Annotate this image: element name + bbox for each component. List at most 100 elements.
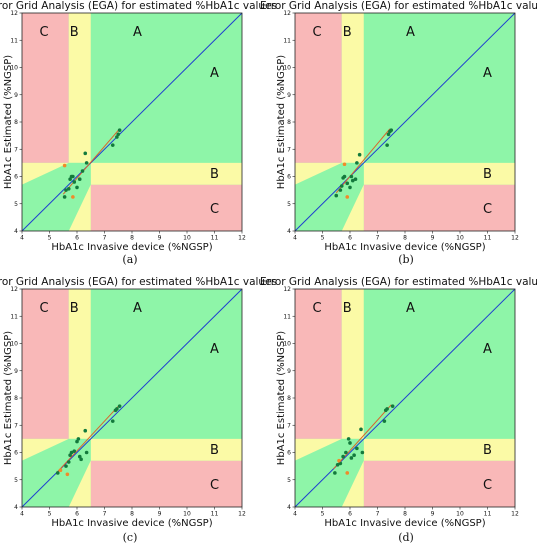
data-point [77, 177, 82, 182]
x-tick-label: 7 [103, 511, 107, 518]
zone-b-vertical-band [341, 13, 364, 163]
x-tick-label: 10 [183, 235, 191, 242]
data-point [338, 461, 343, 466]
data-point [333, 471, 337, 475]
plot-area: A A B B C C [22, 13, 242, 231]
data-point [80, 169, 85, 173]
zone-label: B [343, 25, 352, 40]
data-point [355, 446, 359, 451]
y-axis-label: HbA1c Estimated (%NGSP) [3, 331, 14, 465]
data-point [386, 132, 391, 137]
data-point [357, 152, 362, 157]
data-point [84, 450, 89, 455]
zone-c-lower-right [90, 184, 242, 231]
panel-caption: (d) [398, 531, 414, 544]
zone-c-lower-right [363, 184, 515, 231]
regression-line [62, 128, 121, 195]
zone-label: A [210, 342, 219, 357]
data-point [110, 143, 115, 147]
zone-label: A [133, 301, 142, 316]
y-axis-label: HbA1c Estimated (%NGSP) [276, 55, 287, 189]
y-tick-label: 8 [14, 119, 18, 126]
zone-label: C [483, 478, 492, 493]
data-point [68, 177, 72, 182]
data-point [349, 456, 354, 460]
x-tick-label: 12 [238, 511, 246, 518]
data-point [66, 460, 71, 464]
data-point [71, 174, 75, 179]
zone-label: C [39, 25, 48, 40]
y-tick-label: 11 [283, 37, 291, 44]
data-point [334, 193, 339, 198]
data-point-outlier [58, 468, 63, 473]
zone-b-horizontal-band [363, 162, 515, 185]
x-tick-label: 8 [403, 511, 407, 518]
zone-label: B [210, 167, 219, 182]
x-axis-label: HbA1c Invasive device (%NGSP) [51, 242, 212, 253]
x-tick-label: 10 [456, 235, 464, 242]
x-tick-label: 9 [158, 511, 162, 518]
x-tick-label: 5 [48, 511, 52, 518]
x-axis-label: HbA1c Invasive device (%NGSP) [324, 518, 485, 529]
y-tick-label: 4 [287, 504, 291, 511]
data-point-outlier [62, 163, 67, 168]
chart-title: Error Grid Analysis (EGA) for estimated … [260, 276, 537, 288]
x-tick-label: 9 [431, 511, 435, 518]
x-tick-label: 8 [403, 235, 407, 242]
data-point-outlier [345, 471, 350, 475]
x-tick-label: 7 [376, 235, 380, 242]
data-point [84, 161, 89, 165]
y-tick-label: 5 [14, 201, 18, 208]
data-point [75, 439, 79, 444]
data-point [350, 178, 355, 183]
data-point [115, 407, 119, 411]
zone-label: B [210, 443, 219, 458]
zone-c-upper-left [22, 13, 69, 163]
y-axis-label: HbA1c Estimated (%NGSP) [3, 55, 14, 189]
x-tick-label: 8 [130, 511, 134, 518]
data-point [115, 135, 119, 139]
data-point-outlier [71, 195, 75, 199]
x-axis-label: HbA1c Invasive device (%NGSP) [51, 518, 212, 529]
y-tick-label: 9 [287, 368, 291, 375]
x-tick-label: 4 [20, 511, 24, 518]
y-tick-label: 12 [10, 10, 18, 17]
y-tick-label: 9 [287, 92, 291, 99]
zone-b-horizontal-band [363, 438, 515, 461]
data-point [75, 185, 79, 190]
data-point [79, 457, 83, 462]
y-tick-label: 10 [283, 341, 291, 348]
y-tick-label: 11 [283, 313, 291, 320]
data-point [64, 464, 68, 468]
identity-line [295, 289, 515, 507]
data-point [382, 419, 387, 423]
data-point [77, 454, 82, 459]
y-tick-label: 7 [14, 422, 18, 429]
y-tick-label: 9 [14, 368, 18, 375]
y-tick-label: 4 [287, 228, 291, 235]
data-point [359, 427, 363, 432]
y-tick-label: 11 [10, 313, 18, 320]
data-point [68, 453, 72, 458]
y-tick-label: 10 [10, 65, 18, 72]
y-tick-label: 7 [287, 422, 291, 429]
x-tick-label: 11 [484, 511, 492, 518]
x-tick-label: 12 [511, 235, 519, 242]
panel-caption: (c) [123, 531, 138, 544]
y-tick-label: 8 [287, 119, 291, 126]
data-point [355, 161, 359, 165]
data-point [342, 174, 347, 179]
y-tick-label: 6 [287, 450, 291, 457]
zone-label: A [133, 25, 142, 40]
panel-caption: (b) [398, 253, 414, 266]
zone-label: C [312, 301, 321, 316]
y-tick-label: 12 [283, 10, 291, 17]
x-tick-label: 7 [103, 235, 107, 242]
zone-c-lower-right [363, 460, 515, 507]
zone-b-vertical-band [68, 289, 91, 439]
x-tick-label: 5 [321, 511, 325, 518]
